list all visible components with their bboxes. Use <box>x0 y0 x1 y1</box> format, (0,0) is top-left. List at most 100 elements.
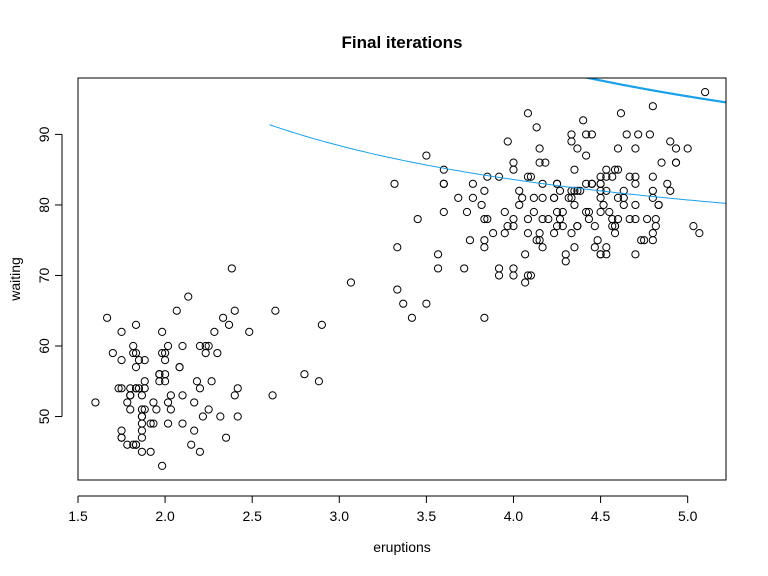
data-point <box>573 186 582 195</box>
data-point <box>213 348 222 358</box>
data-point <box>651 222 660 231</box>
data-point <box>523 109 533 118</box>
data-point <box>161 370 170 379</box>
data-point <box>137 419 147 428</box>
data-point <box>671 144 681 153</box>
y-tick-label: 90 <box>36 126 52 142</box>
x-tick-label: 2.5 <box>242 508 262 524</box>
data-point <box>509 214 518 224</box>
data-point <box>526 271 536 280</box>
data-point <box>91 398 100 407</box>
data-point <box>210 327 219 336</box>
data-point <box>509 165 518 174</box>
data-point <box>439 179 448 188</box>
data-point <box>140 405 149 414</box>
data-point <box>129 440 138 449</box>
data-point <box>393 285 402 294</box>
data-point <box>221 433 231 442</box>
data-point <box>233 412 242 421</box>
data-point <box>187 440 196 449</box>
data-point <box>407 313 417 322</box>
data-point <box>645 130 654 139</box>
data-point <box>140 377 149 386</box>
data-point <box>602 243 611 252</box>
data-point <box>596 179 605 188</box>
data-point <box>610 165 620 174</box>
y-tick-label: 70 <box>36 267 52 283</box>
data-point <box>599 200 608 210</box>
data-point <box>117 384 126 393</box>
data-point <box>500 229 509 238</box>
data-point <box>515 200 524 210</box>
data-point <box>114 384 123 393</box>
data-point <box>155 370 164 379</box>
data-point <box>317 320 326 329</box>
data-point <box>666 137 675 146</box>
data-point <box>552 179 562 188</box>
x-tick-label: 1.5 <box>68 508 88 524</box>
data-point <box>494 271 504 280</box>
data-point <box>538 243 547 252</box>
data-point <box>608 172 617 181</box>
data-point <box>201 348 210 358</box>
data-point <box>663 179 672 188</box>
data-point <box>117 433 126 442</box>
data-point <box>651 214 660 224</box>
data-point <box>137 412 147 421</box>
data-point <box>596 193 605 202</box>
data-point <box>346 278 356 287</box>
data-point <box>158 327 167 336</box>
data-point <box>314 377 324 386</box>
data-point <box>129 348 138 358</box>
data-point <box>216 412 225 421</box>
data-point <box>631 250 640 259</box>
x-tick-label: 5.0 <box>678 508 698 524</box>
data-point <box>552 207 562 217</box>
data-point <box>399 299 408 308</box>
data-point <box>657 158 666 167</box>
data-point <box>648 172 657 181</box>
data-point <box>163 419 173 428</box>
data-point <box>590 243 599 252</box>
data-point <box>184 292 193 301</box>
data-point <box>503 222 512 231</box>
data-point <box>613 144 623 153</box>
data-point <box>523 214 533 224</box>
data-point <box>573 222 582 231</box>
data-point <box>549 229 559 238</box>
x-axis: 1.5 2.0 2.5 3.0 3.5 4.0 4.5 5.0 <box>68 495 698 524</box>
data-point <box>567 193 576 202</box>
data-point <box>230 391 239 400</box>
data-point <box>552 222 562 231</box>
data-point <box>489 229 498 238</box>
data-point <box>137 433 147 442</box>
data-point <box>172 306 181 315</box>
data-point <box>637 236 646 245</box>
data-point <box>131 384 141 393</box>
points-layer <box>91 88 710 470</box>
data-point <box>163 341 173 351</box>
data-point <box>230 306 239 315</box>
y-axis: 50 60 70 80 90 <box>36 126 63 424</box>
data-point <box>576 186 585 195</box>
data-point <box>538 193 547 202</box>
data-point <box>648 229 657 238</box>
data-point <box>480 313 489 322</box>
data-point <box>126 391 135 400</box>
data-point <box>590 222 599 231</box>
data-point <box>413 214 422 224</box>
data-point <box>271 306 280 315</box>
data-point <box>582 151 591 160</box>
data-point <box>567 137 576 146</box>
data-point <box>602 172 611 181</box>
data-point <box>535 229 544 238</box>
data-point <box>140 356 149 365</box>
data-point <box>166 391 175 400</box>
data-point <box>582 130 591 139</box>
data-point <box>584 214 594 224</box>
data-point <box>454 193 463 202</box>
data-point <box>625 214 634 224</box>
data-point <box>610 229 620 238</box>
data-point <box>570 243 579 252</box>
